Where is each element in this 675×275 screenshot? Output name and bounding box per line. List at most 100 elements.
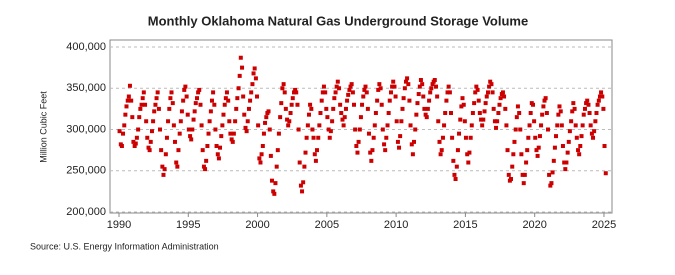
- data-point: [323, 90, 328, 95]
- data-point: [479, 117, 484, 122]
- data-point: [382, 142, 387, 147]
- data-point: [360, 102, 365, 107]
- x-tick-label: 1995: [176, 219, 200, 231]
- data-point: [434, 84, 439, 89]
- data-point: [497, 102, 502, 107]
- data-point: [447, 90, 452, 95]
- data-point: [245, 119, 250, 124]
- data-point: [572, 106, 577, 111]
- data-point: [231, 131, 236, 136]
- data-point: [418, 78, 423, 83]
- data-point: [549, 181, 554, 186]
- data-point: [188, 134, 193, 139]
- data-point: [357, 127, 362, 132]
- data-point: [372, 123, 377, 128]
- data-point: [461, 102, 466, 107]
- data-point: [345, 98, 350, 103]
- data-point: [185, 112, 190, 117]
- data-point: [310, 127, 315, 132]
- data-point: [508, 177, 513, 182]
- data-point: [484, 94, 489, 99]
- data-point: [335, 79, 340, 84]
- data-point: [459, 104, 464, 109]
- data-point: [531, 102, 536, 107]
- data-point: [356, 139, 361, 144]
- data-point: [341, 123, 346, 128]
- data-point: [133, 141, 138, 146]
- data-point: [399, 119, 404, 124]
- data-point: [156, 106, 161, 111]
- data-point: [255, 94, 260, 99]
- data-point: [496, 111, 501, 116]
- data-point: [267, 127, 272, 132]
- data-point: [548, 183, 553, 188]
- data-point: [472, 101, 477, 106]
- data-point: [197, 87, 202, 92]
- data-point: [407, 98, 412, 103]
- data-point: [321, 84, 326, 89]
- data-point: [147, 148, 152, 153]
- data-point: [488, 79, 493, 84]
- data-point: [252, 66, 257, 71]
- data-point: [375, 98, 380, 103]
- data-point: [411, 139, 416, 144]
- data-point: [588, 123, 593, 128]
- data-point: [203, 167, 208, 172]
- data-point: [562, 160, 567, 165]
- data-point: [306, 112, 311, 117]
- data-point: [316, 135, 321, 140]
- data-point: [281, 82, 286, 87]
- data-point: [429, 86, 434, 91]
- data-point: [319, 98, 324, 103]
- data-point: [354, 144, 359, 149]
- data-point: [215, 152, 220, 157]
- data-point: [214, 144, 219, 149]
- data-point: [216, 156, 221, 161]
- data-point: [258, 160, 263, 165]
- data-point: [423, 112, 428, 117]
- data-point: [554, 134, 559, 139]
- data-point: [169, 90, 174, 95]
- data-point: [201, 164, 206, 169]
- data-point: [260, 144, 265, 149]
- data-point: [295, 102, 300, 107]
- chart-title: Monthly Oklahoma Natural Gas Underground…: [148, 13, 528, 28]
- data-point: [410, 152, 415, 157]
- data-point: [152, 109, 157, 114]
- data-point: [121, 131, 126, 136]
- data-point: [248, 98, 253, 103]
- data-point: [242, 112, 247, 117]
- data-point: [332, 96, 337, 101]
- data-point: [406, 82, 411, 87]
- data-point: [552, 145, 557, 150]
- data-point: [131, 139, 136, 144]
- data-point: [425, 106, 430, 111]
- data-point: [283, 106, 288, 111]
- data-point: [259, 152, 264, 157]
- data-point: [458, 117, 463, 122]
- data-point: [139, 102, 144, 107]
- data-point: [376, 87, 381, 92]
- data-point: [455, 148, 460, 153]
- x-tick-label: 2015: [453, 219, 477, 231]
- data-point: [463, 135, 468, 140]
- data-point: [395, 139, 400, 144]
- data-point: [528, 111, 533, 116]
- data-point: [384, 135, 389, 140]
- data-point: [343, 106, 348, 111]
- data-point: [154, 96, 159, 101]
- data-point: [350, 90, 355, 95]
- data-point: [199, 123, 204, 128]
- data-point: [290, 96, 295, 101]
- data-point: [400, 106, 405, 111]
- data-point: [377, 82, 382, 87]
- data-point: [403, 79, 408, 84]
- data-point: [580, 123, 585, 128]
- data-point: [315, 148, 320, 153]
- data-point: [206, 131, 211, 136]
- data-point: [589, 131, 594, 136]
- data-point: [542, 98, 547, 103]
- data-point: [424, 115, 429, 120]
- data-point: [200, 148, 205, 153]
